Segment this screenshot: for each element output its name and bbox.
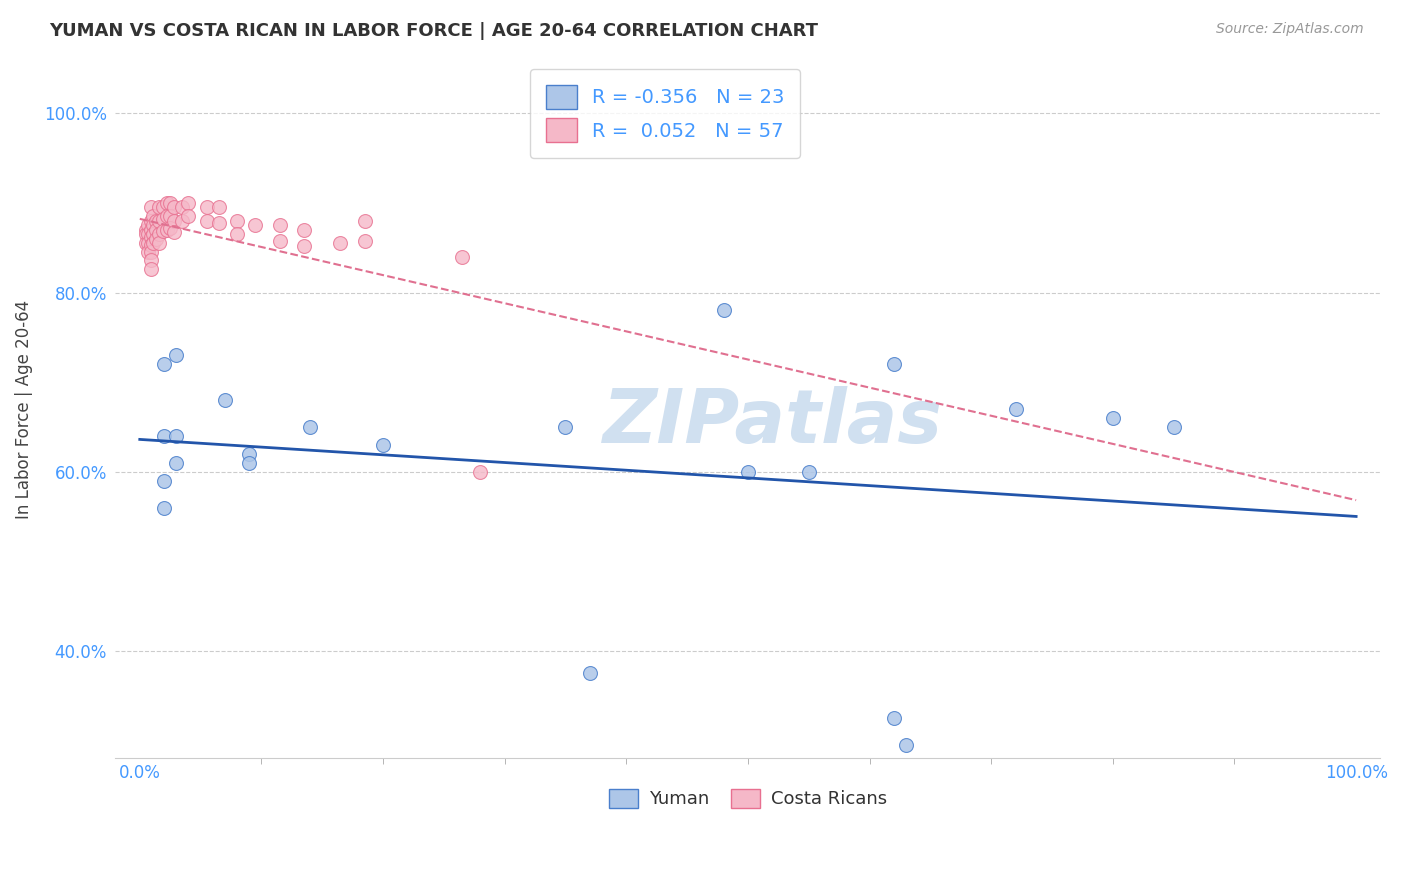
Point [153, 429, 176, 443]
Point [139, 223, 162, 237]
Point [148, 236, 170, 251]
Point [579, 666, 602, 681]
Y-axis label: In Labor Force | Age 20-64: In Labor Force | Age 20-64 [15, 300, 32, 518]
Point [142, 210, 165, 224]
Point [142, 227, 165, 242]
Point [329, 236, 352, 251]
Point [139, 214, 162, 228]
Point [139, 230, 162, 244]
Point [136, 236, 159, 251]
Point [136, 245, 159, 260]
Point [238, 456, 260, 470]
Text: Source: ZipAtlas.com: Source: ZipAtlas.com [1216, 22, 1364, 37]
Point [155, 223, 177, 237]
Point [153, 500, 176, 515]
Point [292, 239, 315, 253]
Point [177, 210, 200, 224]
Point [152, 201, 174, 215]
Point [139, 262, 162, 277]
Point [135, 227, 157, 242]
Point [172, 214, 194, 228]
Point [797, 465, 820, 479]
Point [208, 201, 231, 215]
Legend: Yuman, Costa Ricans: Yuman, Costa Ricans [602, 781, 894, 815]
Point [195, 201, 218, 215]
Point [883, 711, 905, 725]
Point [226, 227, 249, 242]
Point [139, 201, 162, 215]
Point [238, 447, 260, 461]
Point [172, 201, 194, 215]
Point [353, 234, 375, 248]
Point [226, 214, 249, 228]
Point [245, 219, 267, 233]
Point [152, 224, 174, 238]
Point [153, 357, 176, 371]
Point [155, 210, 177, 224]
Point [153, 474, 176, 488]
Point [159, 210, 181, 224]
Point [135, 223, 157, 237]
Point [136, 227, 159, 242]
Point [152, 212, 174, 227]
Point [145, 214, 167, 228]
Point [145, 232, 167, 246]
Point [165, 456, 187, 470]
Point [136, 219, 159, 233]
Point [470, 465, 492, 479]
Point [1004, 401, 1026, 416]
Point [713, 303, 735, 318]
Point [269, 234, 291, 248]
Point [269, 219, 291, 233]
Point [148, 201, 170, 215]
Point [139, 245, 162, 260]
Point [139, 253, 162, 268]
Point [1163, 420, 1185, 434]
Point [195, 214, 218, 228]
Point [159, 196, 181, 211]
Point [883, 357, 905, 371]
Point [163, 214, 186, 228]
Point [371, 438, 394, 452]
Point [142, 236, 165, 251]
Point [214, 392, 236, 407]
Point [142, 219, 165, 233]
Point [208, 216, 231, 230]
Point [163, 225, 186, 239]
Point [554, 420, 576, 434]
Point [353, 214, 375, 228]
Point [148, 227, 170, 242]
Point [737, 465, 759, 479]
Point [165, 348, 187, 362]
Point [135, 236, 157, 251]
Point [139, 238, 162, 252]
Point [159, 221, 181, 235]
Point [155, 196, 177, 211]
Point [163, 201, 186, 215]
Point [292, 223, 315, 237]
Point [894, 738, 917, 752]
Point [148, 214, 170, 228]
Point [145, 223, 167, 237]
Point [299, 420, 322, 434]
Text: YUMAN VS COSTA RICAN IN LABOR FORCE | AGE 20-64 CORRELATION CHART: YUMAN VS COSTA RICAN IN LABOR FORCE | AG… [49, 22, 818, 40]
Point [165, 429, 187, 443]
Point [451, 250, 474, 264]
Text: ZIPatlas: ZIPatlas [603, 386, 943, 459]
Point [1102, 411, 1125, 425]
Point [177, 196, 200, 211]
